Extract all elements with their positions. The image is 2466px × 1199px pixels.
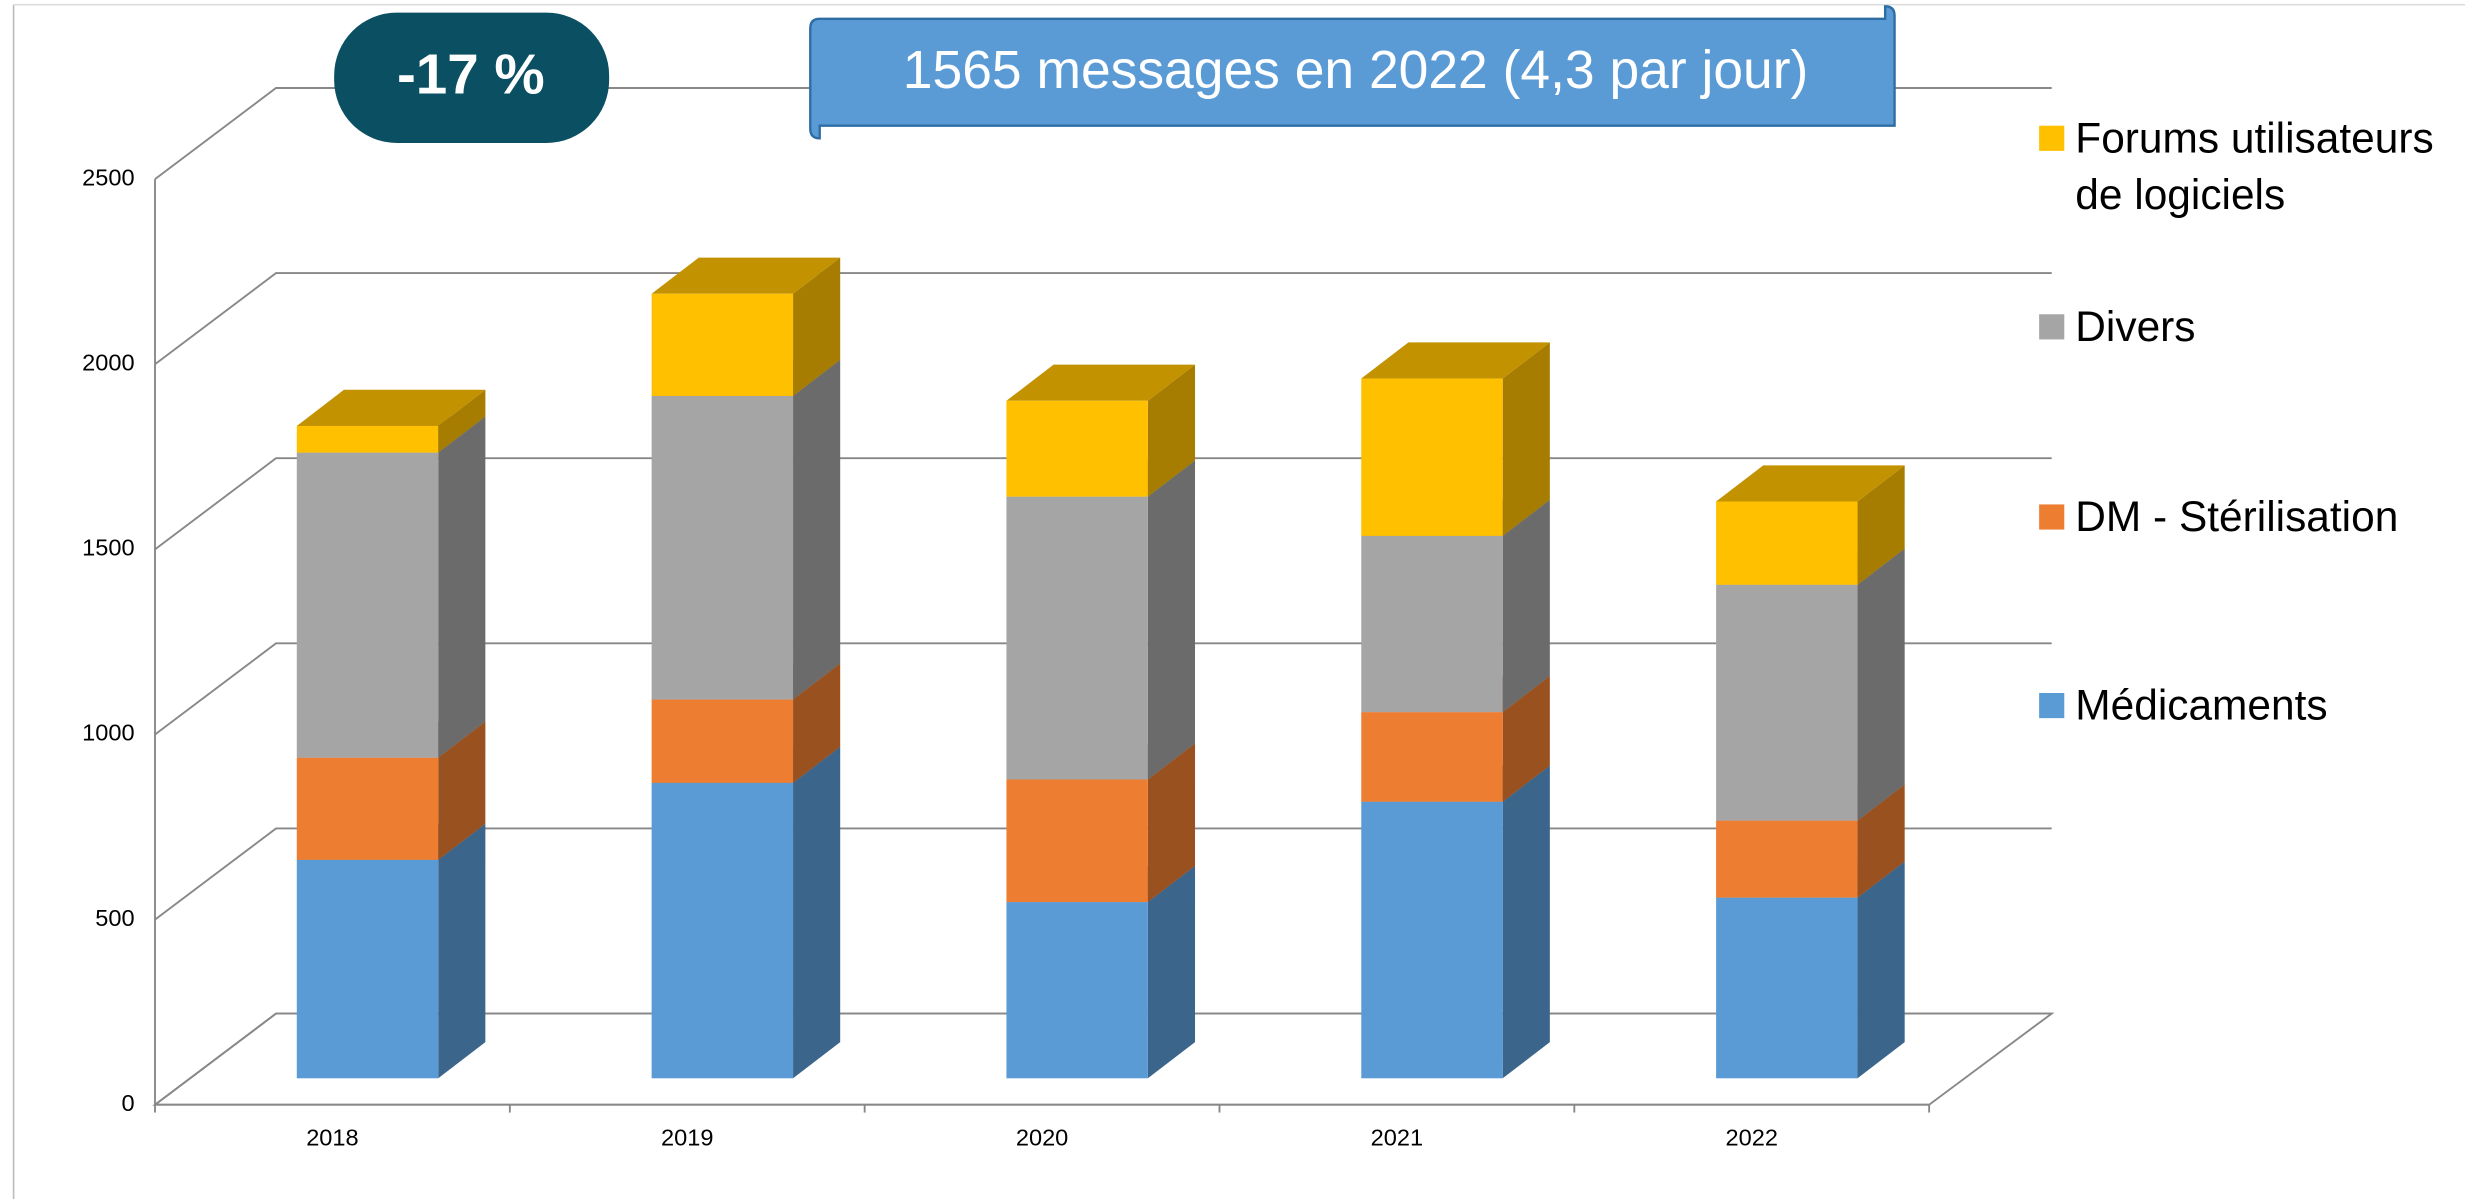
bar-side (1147, 865, 1196, 1079)
y-tick-label: 0 (121, 1090, 134, 1116)
legend-item: Forums utilisateurs de logiciels (2075, 114, 2434, 219)
bar (1006, 400, 1148, 497)
y-tick-label: 500 (95, 905, 134, 931)
bar (296, 757, 439, 860)
x-tick-label: 2018 (306, 1125, 358, 1151)
legend: Forums utilisateurs de logiciels Divers DM… (2039, 114, 2434, 730)
bar-side (1857, 465, 1905, 585)
bar-top (1361, 342, 1550, 379)
legend-swatch (2039, 693, 2065, 719)
bar-top (651, 257, 841, 294)
plot: 0 500 1000 1500 2000 2500 2018 2019 2020 2021 2022 (82, 87, 2055, 1151)
legend-label: Divers (2075, 303, 2196, 351)
bar-side (1502, 675, 1550, 802)
bar-top (1716, 465, 1905, 502)
bar-side (793, 359, 841, 700)
bar-side (1502, 342, 1550, 536)
bar (1716, 820, 1858, 898)
bar-side (1857, 548, 1905, 821)
bar-side (1147, 460, 1196, 780)
bar-side (1147, 743, 1196, 903)
x-tick-label: 2019 (661, 1125, 713, 1151)
bar (1361, 535, 1503, 713)
x-tick-label: 2021 (1371, 1125, 1423, 1151)
bar (296, 425, 439, 453)
bar-side (438, 721, 486, 860)
bar-side (1147, 364, 1196, 497)
bar-side (1502, 499, 1550, 713)
bar (1006, 779, 1148, 903)
bar (1006, 496, 1148, 780)
bar-side (438, 389, 486, 453)
legend-swatch (2039, 314, 2065, 340)
banner-text: 1565 messages en 2022 (4,3 par jour) (903, 41, 1809, 100)
x-tick-label: 2022 (1726, 1125, 1778, 1151)
banner (809, 5, 1896, 140)
legend-label: DM - Stérilisation (2075, 493, 2399, 541)
bar-top (296, 389, 486, 426)
y-tick-label: 1000 (82, 720, 134, 746)
bar-side (438, 416, 486, 758)
bar-side (1857, 784, 1905, 898)
legend-label: Forums utilisateurs de logiciels (2075, 114, 2434, 219)
bar (651, 699, 794, 783)
x-tick-label: 2020 (1016, 1125, 1068, 1151)
bar (1716, 501, 1858, 585)
bar-side (1502, 765, 1550, 1079)
bar (651, 395, 794, 700)
bar (651, 782, 794, 1079)
bar (1716, 897, 1858, 1079)
legend-item: Médicaments (2075, 682, 2328, 730)
bar (1361, 801, 1503, 1079)
bar (1361, 712, 1503, 802)
badge (334, 12, 610, 144)
grid-line (154, 272, 2052, 366)
bar-top (1006, 364, 1196, 401)
legend-item: DM - Stérilisation (2075, 493, 2399, 541)
badge-text: -17 % (397, 43, 545, 106)
y-tick-label: 1500 (82, 535, 134, 561)
bar (296, 859, 439, 1079)
y-tick-label: 2500 (82, 164, 134, 190)
bar-side (793, 746, 841, 1079)
y-tick-label: 2000 (82, 349, 134, 375)
bar (651, 293, 794, 396)
bar (296, 452, 439, 758)
bar (1006, 902, 1148, 1079)
legend-item: Divers (2075, 303, 2196, 351)
legend-swatch (2039, 125, 2065, 151)
bar (1361, 378, 1503, 536)
legend-swatch (2039, 504, 2065, 530)
bar-side (793, 663, 841, 783)
bar-side (1857, 861, 1905, 1079)
bar (1716, 584, 1858, 821)
bar-side (793, 257, 841, 396)
legend-label: Médicaments (2075, 682, 2328, 730)
bar-side (438, 823, 486, 1079)
